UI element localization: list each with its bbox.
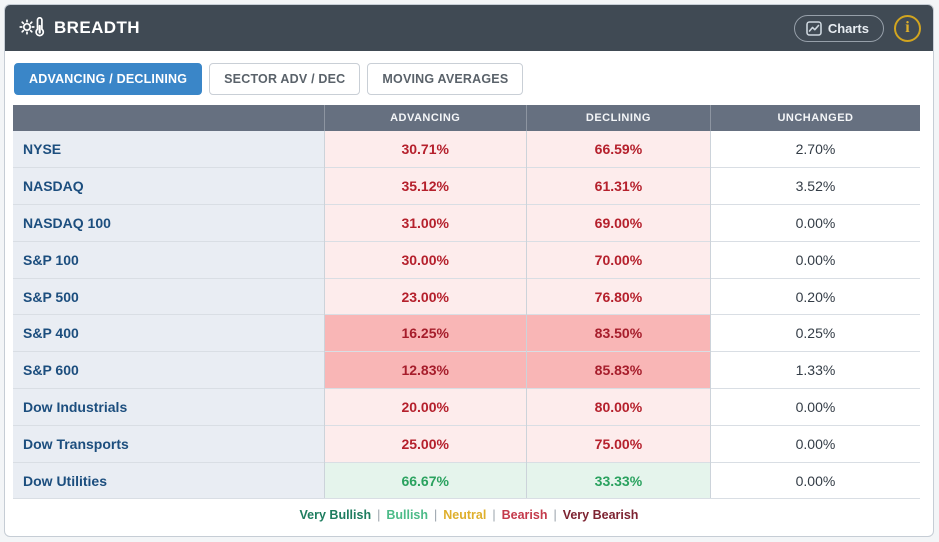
legend-item-very-bearish: Very Bearish — [562, 508, 639, 523]
column-header-blank — [13, 105, 325, 131]
declining-value: 85.83% — [525, 351, 711, 389]
table-row: S&P 400 16.25% 83.50% 0.25% — [13, 314, 920, 352]
index-label: S&P 500 — [13, 277, 325, 315]
declining-value: 76.80% — [525, 277, 711, 315]
unchanged-value: 1.33% — [709, 351, 920, 389]
advancing-value: 31.00% — [323, 204, 527, 242]
breadth-table-wrap: ADVANCING DECLINING UNCHANGED NYSE 30.71… — [5, 105, 933, 500]
index-label: NASDAQ 100 — [13, 204, 325, 242]
column-header-advancing: ADVANCING — [323, 105, 527, 131]
index-label: S&P 400 — [13, 314, 325, 352]
legend-item-bearish: Bearish — [501, 508, 548, 523]
declining-value: 83.50% — [525, 314, 711, 352]
thermometer-sun-icon — [19, 17, 45, 39]
index-label: Dow Industrials — [13, 388, 325, 426]
column-header-declining: DECLINING — [525, 105, 711, 131]
table-row: S&P 600 12.83% 85.83% 1.33% — [13, 351, 920, 389]
index-label: Dow Transports — [13, 424, 325, 463]
column-header-unchanged: UNCHANGED — [709, 105, 920, 131]
unchanged-value: 0.00% — [709, 204, 920, 242]
index-label: NYSE — [13, 131, 325, 168]
index-label: NASDAQ — [13, 167, 325, 205]
advancing-value: 30.00% — [323, 240, 527, 279]
unchanged-value: 0.00% — [709, 240, 920, 279]
unchanged-value: 0.25% — [709, 314, 920, 352]
advancing-value: 20.00% — [323, 388, 527, 426]
table-row: Dow Industrials 20.00% 80.00% 0.00% — [13, 388, 920, 426]
index-label: S&P 600 — [13, 351, 325, 389]
charts-button[interactable]: Charts — [793, 14, 884, 42]
info-button[interactable]: i — [894, 14, 921, 42]
advancing-value: 16.25% — [323, 314, 527, 352]
tab-moving-averages[interactable]: MOVING AVERAGES — [367, 63, 524, 95]
index-label: S&P 100 — [13, 240, 325, 279]
unchanged-value: 0.00% — [709, 388, 920, 426]
breadth-table: ADVANCING DECLINING UNCHANGED NYSE 30.71… — [13, 105, 920, 500]
declining-value: 75.00% — [525, 424, 711, 463]
breadth-panel: BREADTH Charts i ADVANCING / DECLINING SE… — [4, 4, 934, 537]
table-row: S&P 500 23.00% 76.80% 0.20% — [13, 277, 920, 315]
declining-value: 33.33% — [525, 461, 711, 500]
table-row: NASDAQ 100 31.00% 69.00% 0.00% — [13, 204, 920, 242]
index-label: Dow Utilities — [13, 461, 325, 500]
tab-sector-adv-dec[interactable]: SECTOR ADV / DEC — [209, 63, 361, 95]
legend-item-very-bullish: Very Bullish — [299, 508, 372, 523]
advancing-value: 23.00% — [323, 277, 527, 315]
table-header-row: ADVANCING DECLINING UNCHANGED — [13, 105, 920, 131]
advancing-value: 25.00% — [323, 424, 527, 463]
unchanged-value: 0.20% — [709, 277, 920, 315]
chart-line-icon — [806, 20, 822, 36]
unchanged-value: 0.00% — [709, 461, 920, 500]
advancing-value: 66.67% — [323, 461, 527, 500]
declining-value: 66.59% — [525, 131, 711, 168]
table-row: S&P 100 30.00% 70.00% 0.00% — [13, 240, 920, 279]
legend-separator: | — [377, 508, 381, 523]
unchanged-value: 3.52% — [709, 167, 920, 205]
legend-separator: | — [492, 508, 496, 523]
tab-bar: ADVANCING / DECLINING SECTOR ADV / DEC MOV… — [5, 51, 933, 105]
legend-item-neutral: Neutral — [443, 508, 487, 523]
table-row: Dow Utilities 66.67% 33.33% 0.00% — [13, 461, 920, 500]
table-row: NYSE 30.71% 66.59% 2.70% — [13, 131, 920, 168]
table-row: Dow Transports 25.00% 75.00% 0.00% — [13, 424, 920, 463]
advancing-value: 30.71% — [323, 131, 527, 168]
advancing-value: 12.83% — [323, 351, 527, 389]
legend-separator: | — [553, 508, 557, 523]
panel-header: BREADTH Charts i — [5, 5, 933, 51]
tab-advancing-declining[interactable]: ADVANCING / DECLINING — [14, 63, 203, 95]
declining-value: 61.31% — [525, 167, 711, 205]
unchanged-value: 2.70% — [709, 131, 920, 168]
declining-value: 80.00% — [525, 388, 711, 426]
unchanged-value: 0.00% — [709, 424, 920, 463]
legend-item-bullish: Bullish — [386, 508, 429, 523]
panel-title: BREADTH — [54, 18, 140, 37]
legend-separator: | — [434, 508, 438, 523]
declining-value: 69.00% — [525, 204, 711, 242]
table-row: NASDAQ 35.12% 61.31% 3.52% — [13, 167, 920, 205]
declining-value: 70.00% — [525, 240, 711, 279]
advancing-value: 35.12% — [323, 167, 527, 205]
charts-button-label: Charts — [827, 20, 869, 36]
sentiment-legend: Very Bullish | Bullish | Neutral | Bearish | Ver… — [5, 499, 933, 522]
